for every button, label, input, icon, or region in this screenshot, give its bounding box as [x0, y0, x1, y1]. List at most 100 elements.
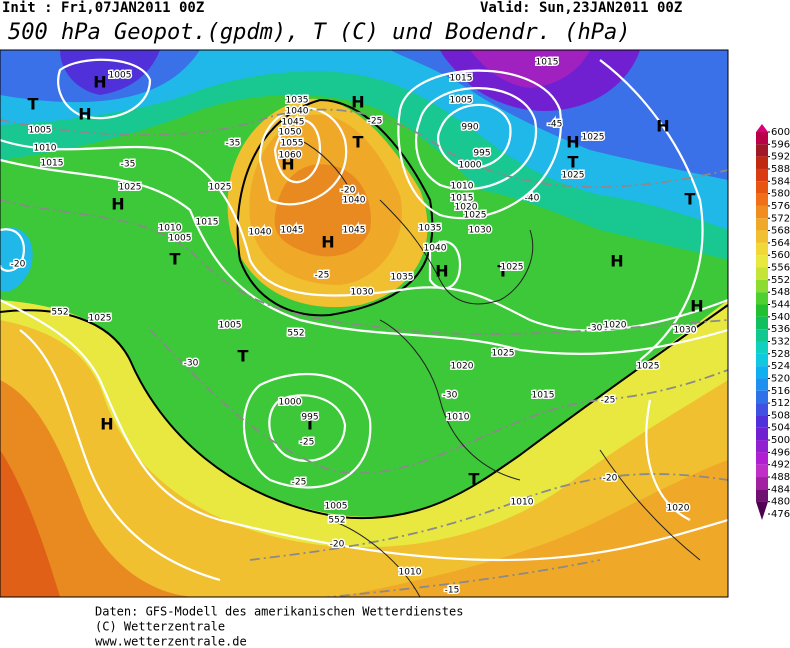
isobar-label: 1015	[532, 391, 555, 401]
pressure-center: T	[469, 470, 480, 489]
isobar-label: 1020	[451, 362, 474, 372]
isobar-label: 1025	[464, 211, 487, 221]
isobar-label: 995	[473, 149, 490, 159]
colorbar-tick-label: 600	[771, 127, 790, 138]
map-background	[0, 49, 729, 598]
pressure-center: H	[281, 155, 294, 174]
pressure-center: T	[28, 95, 39, 114]
colorbar-band	[756, 124, 768, 132]
colorbar-band	[756, 144, 768, 157]
isobar-label: 1005	[450, 96, 473, 106]
colorbar-band	[756, 440, 768, 453]
colorbar-tick-label: 576	[771, 201, 790, 212]
colorbar-band	[756, 427, 768, 441]
colorbar-tick-label: 504	[771, 423, 790, 434]
colorbar-band	[756, 205, 768, 219]
isotherm-label: -25	[368, 117, 383, 127]
height-label: 552	[51, 308, 68, 318]
colorbar-tick-label: 476	[771, 509, 790, 520]
isobar-label: 1025	[637, 362, 660, 372]
isotherm-label: -25	[315, 271, 330, 281]
isotherm-label: -20	[330, 540, 345, 550]
isobar-label: 1040	[249, 228, 272, 238]
height-label: 552	[328, 516, 345, 526]
pressure-center: T	[353, 133, 364, 152]
isotherm-label: -30	[443, 391, 458, 401]
isobar-label: 1025	[582, 133, 605, 143]
footer-copyright: (C) Wetterzentrale	[95, 620, 225, 634]
colorbar-band	[756, 329, 768, 342]
pressure-center: H	[100, 415, 113, 434]
colorbar-band	[756, 168, 768, 182]
isobar-label: 1020	[604, 321, 627, 331]
pressure-center: H	[321, 233, 334, 252]
isobar-label: 1005	[325, 502, 348, 512]
isobar-label: 1040	[286, 107, 309, 117]
colorbar-band	[756, 230, 768, 243]
colorbar-tick-label: 480	[771, 497, 790, 508]
isobar-label: 1045	[282, 118, 305, 128]
colorbar-tick-label: 484	[771, 484, 790, 495]
init-time: Init : Fri,07JAN2011 00Z	[2, 0, 204, 16]
colorbar-tick-label: 552	[771, 275, 790, 286]
isobar-label: 1030	[469, 226, 492, 236]
isobar-label: 1005	[29, 126, 52, 136]
isobar-label: 1025	[501, 263, 524, 273]
isobar-label: 1040	[343, 196, 366, 206]
colorbar-band	[756, 181, 768, 194]
colorbar-band	[756, 267, 768, 280]
pressure-center: T	[685, 190, 696, 209]
isobar-label: 1035	[286, 96, 309, 106]
colorbar-tick-label: 488	[771, 472, 790, 483]
isotherm-label: -35	[121, 160, 136, 170]
colorbar-band	[756, 292, 768, 305]
isobar-label: 1005	[219, 321, 242, 331]
colorbar: 6005965925885845805765725685645605565525…	[756, 124, 790, 520]
isobar-label: 1020	[455, 203, 478, 213]
colorbar-band	[756, 218, 768, 231]
colorbar-tick-label: 540	[771, 312, 790, 323]
colorbar-band	[756, 316, 768, 330]
isobar-label: 1015	[196, 218, 219, 228]
colorbar-band	[756, 156, 768, 169]
colorbar-band	[756, 304, 768, 317]
isobar-label: 1005	[109, 71, 132, 81]
colorbar-tick-label: 532	[771, 336, 790, 347]
isobar-label: 1010	[511, 498, 534, 508]
colorbar-band	[756, 279, 768, 293]
colorbar-band	[756, 489, 768, 502]
height-label: 990	[461, 123, 478, 133]
colorbar-tick-label: 492	[771, 460, 790, 471]
pressure-center: H	[610, 252, 623, 271]
colorbar-band	[756, 477, 768, 490]
pressure-center: H	[690, 297, 703, 316]
isobar-label: 1040	[424, 244, 447, 254]
isotherm-label: -20	[341, 186, 356, 196]
isobar-label: 1000	[459, 161, 482, 171]
pressure-center: T	[305, 415, 316, 434]
isotherm-label: -45	[548, 120, 563, 130]
isotherm-label: -20	[603, 474, 618, 484]
isotherm-label: -20	[11, 260, 26, 270]
colorbar-band	[756, 193, 768, 206]
colorbar-tick-label: 524	[771, 361, 790, 372]
colorbar-tick-label: 568	[771, 226, 790, 237]
colorbar-tick-label: 592	[771, 152, 790, 163]
footer-url: www.wetterzentrale.de	[95, 635, 247, 648]
pressure-center: H	[435, 262, 448, 281]
colorbar-band	[756, 255, 768, 268]
isobar-label: 1025	[562, 171, 585, 181]
colorbar-band	[756, 390, 768, 404]
isobar-label: 1035	[419, 224, 442, 234]
height-label: 552	[287, 329, 304, 339]
isobar-label: 1030	[674, 326, 697, 336]
colorbar-tick-label: 508	[771, 410, 790, 421]
isobar-label: 1030	[351, 288, 374, 298]
pressure-center: H	[93, 73, 106, 92]
isobar-label: 995	[301, 413, 318, 423]
isotherm-label: -40	[525, 194, 540, 204]
colorbar-tick-label: 560	[771, 250, 790, 261]
isobar-label: 1010	[451, 182, 474, 192]
isotherm-label: -25	[292, 478, 307, 488]
pressure-center: H	[111, 195, 124, 214]
